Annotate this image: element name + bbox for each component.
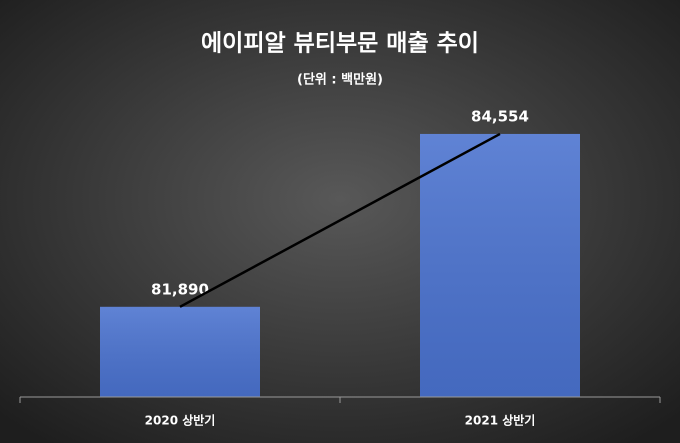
chart-title: 에이피알 뷰티부문 매출 추이 [201,31,479,57]
trend-line [179,132,501,308]
value-label: 84,554 [471,107,529,125]
bar-shade [100,306,260,397]
chart-subtitle: (단위 : 백만원) [297,72,383,88]
x-tick-label: 2021 상반기 [465,413,536,428]
value-label: 81,890 [151,280,209,298]
x-tick-label: 2020 상반기 [145,413,216,428]
bar-shade [420,133,580,398]
